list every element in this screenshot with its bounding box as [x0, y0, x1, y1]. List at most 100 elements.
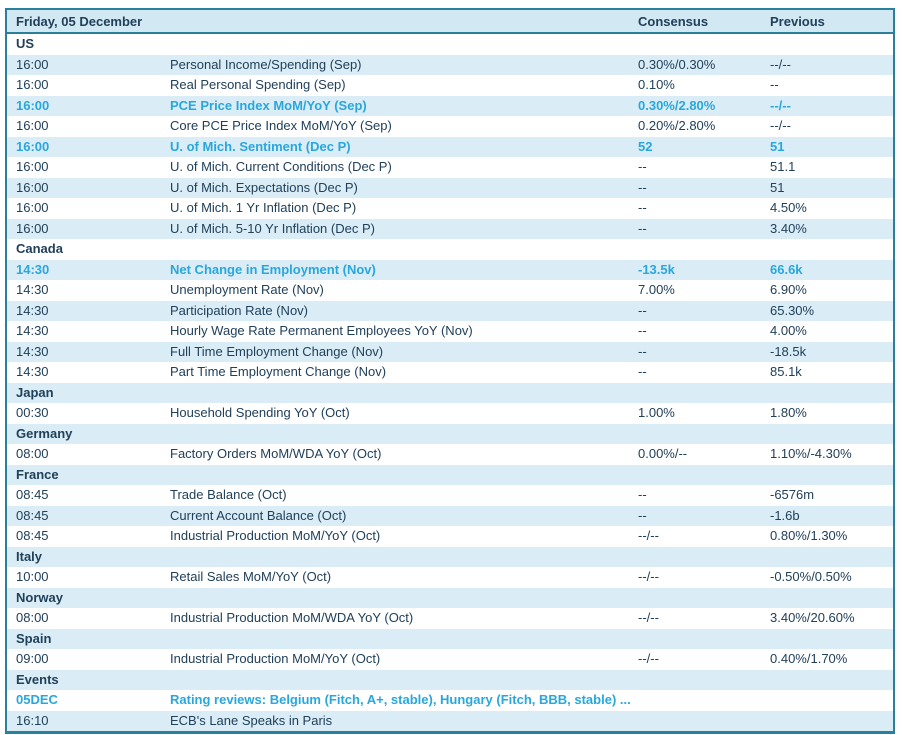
section-row-france: France [7, 464, 893, 485]
table-header-row: Friday, 05 December Consensus Previous [7, 10, 893, 34]
consensus-value: -- [638, 323, 647, 338]
consensus-value: --/-- [638, 528, 659, 543]
event-name: Part Time Employment Change (Nov) [170, 364, 387, 379]
consensus-value: -13.5k [638, 261, 675, 277]
event-row: 14:30 Hourly Wage Rate Permanent Employee… [7, 321, 893, 342]
event-time: 14:30 [16, 343, 49, 359]
event-name: U. of Mich. 5-10 Yr Inflation (Dec P) [170, 220, 375, 236]
section-label: Events [16, 671, 59, 687]
previous-value: -6576m [770, 487, 815, 502]
event-time: 16:00 [16, 56, 49, 72]
consensus-value [638, 711, 770, 732]
event-name: Factory Orders MoM/WDA YoY (Oct) [170, 446, 382, 461]
consensus-value: --/-- [638, 610, 659, 625]
section-label: Italy [16, 548, 43, 564]
event-row: 16:00 Core PCE Price Index MoM/YoY (Sep) 0… [7, 116, 893, 137]
date-header: Friday, 05 December [16, 14, 143, 29]
previous-value: 66.6k [770, 261, 803, 277]
event-row: 05DEC Rating reviews: Belgium (Fitch, A+,… [7, 690, 893, 711]
event-row: 16:00 PCE Price Index MoM/YoY (Sep) 0.30%/… [7, 95, 893, 116]
event-time: 09:00 [16, 651, 49, 666]
event-time: 16:00 [16, 200, 49, 215]
consensus-value: -- [638, 159, 647, 174]
previous-value: 4.00% [770, 323, 807, 338]
previous-value: --/-- [770, 56, 791, 72]
section-label: France [16, 466, 59, 482]
event-name: Net Change in Employment (Nov) [170, 261, 376, 277]
event-time: 08:45 [16, 507, 49, 523]
event-time: 16:00 [16, 179, 49, 195]
consensus-value: 52 [638, 138, 653, 154]
previous-value [770, 690, 893, 711]
event-time: 14:30 [16, 261, 50, 277]
previous-value: --/-- [770, 97, 791, 113]
section-row-germany: Germany [7, 423, 893, 444]
previous-value: 3.40% [770, 220, 807, 236]
event-time: 08:45 [16, 528, 49, 543]
previous-value: 1.10%/-4.30% [770, 446, 852, 461]
previous-value: 85.1k [770, 364, 802, 379]
previous-value: 1.80% [770, 405, 807, 420]
event-name: Full Time Employment Change (Nov) [170, 343, 384, 359]
section-label: Norway [16, 589, 63, 605]
event-name: U. of Mich. Sentiment (Dec P) [170, 138, 351, 154]
event-time: 08:00 [16, 446, 49, 461]
consensus-column-header: Consensus [638, 14, 709, 29]
event-name: Core PCE Price Index MoM/YoY (Sep) [170, 118, 392, 133]
section-label: Canada [16, 241, 63, 256]
event-row: 09:00 Industrial Production MoM/YoY (Oct)… [7, 649, 893, 670]
consensus-value: -- [638, 179, 647, 195]
event-row: 08:00 Factory Orders MoM/WDA YoY (Oct) 0.0… [7, 444, 893, 465]
consensus-value: --/-- [638, 569, 659, 584]
event-time: 10:00 [16, 569, 49, 584]
previous-value: 4.50% [770, 200, 807, 215]
event-row: 16:00 U. of Mich. Sentiment (Dec P) 52 51 [7, 136, 893, 157]
previous-value: 0.80%/1.30% [770, 528, 848, 543]
consensus-value: 0.00%/-- [638, 446, 688, 461]
previous-value: 6.90% [770, 282, 807, 297]
event-row: 16:00 U. of Mich. 5-10 Yr Inflation (Dec … [7, 218, 893, 239]
event-name: U. of Mich. 1 Yr Inflation (Dec P) [170, 200, 357, 215]
event-name: Household Spending YoY (Oct) [170, 405, 350, 420]
event-row: 08:45 Trade Balance (Oct) -- -6576m [7, 485, 893, 506]
previous-value: 3.40%/20.60% [770, 610, 855, 625]
previous-value: --/-- [770, 118, 791, 133]
consensus-value: 0.30%/0.30% [638, 56, 716, 72]
event-name: Current Account Balance (Oct) [170, 507, 347, 523]
event-time: 16:00 [16, 97, 50, 113]
event-time: 00:30 [16, 405, 49, 420]
section-label: Spain [16, 630, 52, 646]
consensus-value: -- [638, 487, 647, 502]
consensus-value: -- [638, 364, 647, 379]
previous-value: -0.50%/0.50% [770, 569, 852, 584]
event-name: Hourly Wage Rate Permanent Employees YoY… [170, 323, 473, 338]
consensus-value [638, 690, 770, 711]
event-name: U. of Mich. Current Conditions (Dec P) [170, 159, 392, 174]
section-row-events: Events [7, 669, 893, 690]
event-time: 14:30 [16, 302, 49, 318]
previous-column-header: Previous [770, 14, 825, 29]
section-row-norway: Norway [7, 587, 893, 608]
event-time: 16:00 [16, 220, 49, 236]
event-time: 08:00 [16, 610, 49, 625]
section-label: Japan [16, 384, 54, 400]
event-row: 14:30 Unemployment Rate (Nov) 7.00% 6.90% [7, 280, 893, 301]
table-body: US 16:00 Personal Income/Spending (Sep) 0.3… [7, 34, 893, 731]
event-time: 16:10 [16, 712, 49, 728]
event-time: 08:45 [16, 487, 49, 502]
economic-calendar-table: Friday, 05 December Consensus Previous U… [5, 8, 895, 734]
section-row-us: US [7, 34, 893, 55]
event-row: 14:30 Full Time Employment Change (Nov) --… [7, 341, 893, 362]
section-row-italy: Italy [7, 546, 893, 567]
consensus-value: -- [638, 343, 647, 359]
consensus-value: 0.30%/2.80% [638, 97, 716, 113]
event-row: 08:45 Current Account Balance (Oct) -- -1.6… [7, 505, 893, 526]
consensus-value: 7.00% [638, 282, 675, 297]
event-name: Participation Rate (Nov) [170, 302, 308, 318]
previous-value: -- [770, 77, 779, 92]
event-row: 16:00 U. of Mich. Current Conditions (Dec… [7, 157, 893, 178]
event-time: 16:00 [16, 77, 49, 92]
consensus-value: 0.10% [638, 77, 675, 92]
consensus-value: 0.20%/2.80% [638, 118, 716, 133]
event-time: 16:00 [16, 159, 49, 174]
